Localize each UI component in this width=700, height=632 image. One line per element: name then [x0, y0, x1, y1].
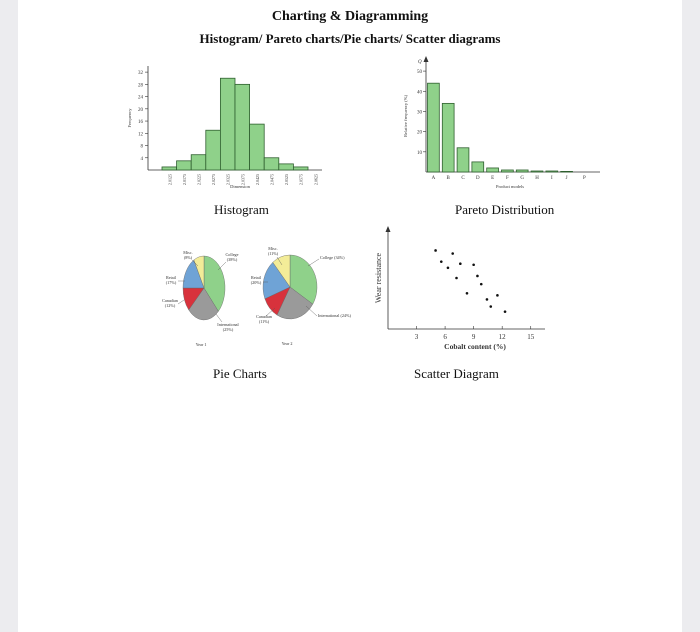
histogram-caption: Histogram — [214, 202, 269, 217]
pie-caption: Pie Charts — [213, 366, 267, 381]
scatter-caption: Scatter Diagram — [414, 366, 499, 381]
pareto-caption: Pareto Distribution — [455, 202, 555, 217]
document-page — [18, 0, 682, 632]
page-title: Charting & Diagramming — [271, 9, 429, 24]
page-subtitle: Histogram/ Pareto charts/Pie charts/ Sca… — [199, 31, 501, 46]
